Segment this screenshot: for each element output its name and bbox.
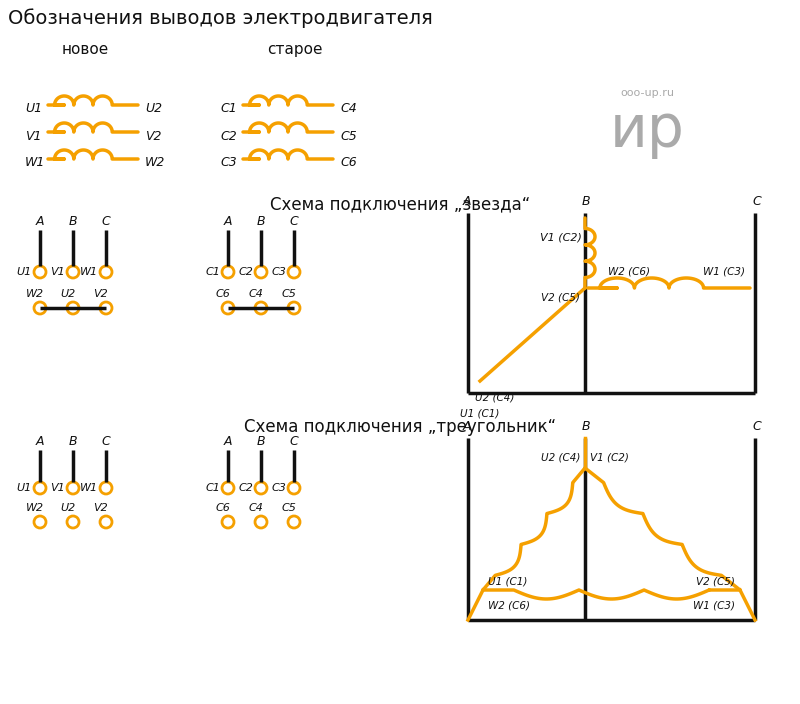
Text: C1: C1: [205, 267, 220, 277]
Text: V1: V1: [50, 267, 65, 277]
Text: Схема подключения „треугольник“: Схема подключения „треугольник“: [244, 418, 556, 436]
Text: U1 (C1): U1 (C1): [460, 409, 499, 419]
Text: C4: C4: [249, 503, 263, 513]
Text: V2 (C5): V2 (C5): [541, 292, 580, 302]
Text: старое: старое: [267, 42, 322, 57]
Text: C3: C3: [271, 483, 286, 493]
Text: U1: U1: [17, 267, 32, 277]
Text: C1: C1: [220, 103, 237, 115]
Text: U2: U2: [60, 503, 76, 513]
Text: W2: W2: [26, 503, 44, 513]
Text: C6: C6: [340, 156, 357, 170]
Text: C6: C6: [215, 289, 230, 299]
Text: новое: новое: [62, 42, 109, 57]
Text: A: A: [463, 420, 471, 433]
Text: U1: U1: [17, 483, 32, 493]
Text: W1 (C3): W1 (C3): [693, 600, 735, 610]
Text: C4: C4: [340, 103, 357, 115]
Text: W2: W2: [145, 156, 166, 170]
Text: A: A: [224, 215, 232, 228]
Text: A: A: [463, 195, 471, 208]
Text: C2: C2: [238, 267, 253, 277]
Text: C5: C5: [282, 503, 297, 513]
Text: C: C: [102, 435, 110, 448]
Text: W2 (C6): W2 (C6): [488, 600, 530, 610]
Text: A: A: [224, 435, 232, 448]
Text: U2 (C4): U2 (C4): [541, 453, 580, 463]
Text: C6: C6: [215, 503, 230, 513]
Text: V2: V2: [94, 503, 108, 513]
Text: C: C: [752, 195, 761, 208]
Text: U2: U2: [145, 103, 162, 115]
Text: W2 (C6): W2 (C6): [608, 266, 650, 276]
Text: C2: C2: [220, 130, 237, 142]
Text: C1: C1: [205, 483, 220, 493]
Text: W2: W2: [26, 289, 44, 299]
Text: C: C: [102, 215, 110, 228]
Text: B: B: [69, 435, 78, 448]
Text: C4: C4: [249, 289, 263, 299]
Text: V2: V2: [145, 130, 162, 142]
Text: C: C: [290, 215, 298, 228]
Text: B: B: [582, 195, 590, 208]
Text: W1 (C3): W1 (C3): [703, 266, 745, 276]
Text: C5: C5: [340, 130, 357, 142]
Text: Схема подключения „звезда“: Схема подключения „звезда“: [270, 195, 530, 213]
Text: C3: C3: [220, 156, 237, 170]
Text: ooo-up.ru: ooo-up.ru: [620, 88, 674, 98]
Text: ир: ир: [610, 102, 685, 159]
Text: C5: C5: [282, 289, 297, 299]
Text: W1: W1: [80, 483, 98, 493]
Text: V2 (C5): V2 (C5): [696, 577, 735, 587]
Text: V1: V1: [50, 483, 65, 493]
Text: Обозначения выводов электродвигателя: Обозначения выводов электродвигателя: [8, 8, 433, 27]
Text: V2: V2: [94, 289, 108, 299]
Text: V1 (C2): V1 (C2): [590, 453, 629, 463]
Text: A: A: [36, 435, 44, 448]
Text: B: B: [69, 215, 78, 228]
Text: V1 (C2): V1 (C2): [540, 233, 582, 243]
Text: B: B: [257, 435, 266, 448]
Text: B: B: [582, 420, 590, 433]
Text: B: B: [257, 215, 266, 228]
Text: C: C: [290, 435, 298, 448]
Text: C: C: [752, 420, 761, 433]
Text: U2: U2: [60, 289, 76, 299]
Text: A: A: [36, 215, 44, 228]
Text: C2: C2: [238, 483, 253, 493]
Text: C3: C3: [271, 267, 286, 277]
Text: U1 (C1): U1 (C1): [488, 577, 527, 587]
Text: W1: W1: [80, 267, 98, 277]
Text: W1: W1: [25, 156, 46, 170]
Text: U2 (C4): U2 (C4): [475, 393, 514, 403]
Text: U1: U1: [25, 103, 42, 115]
Text: V1: V1: [25, 130, 42, 142]
